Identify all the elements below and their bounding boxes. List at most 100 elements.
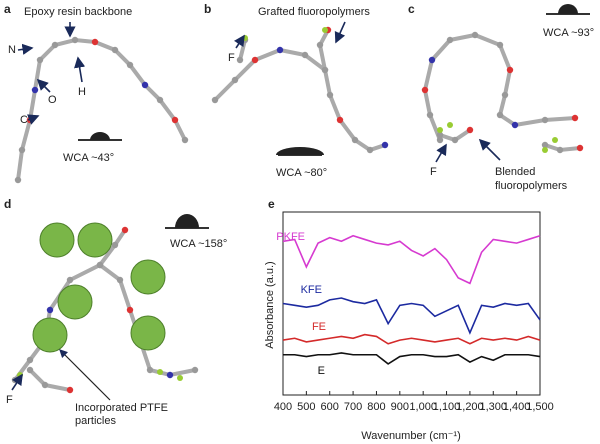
bond (317, 29, 330, 71)
atom (111, 46, 119, 54)
x-axis-label: Wavenumber (cm⁻¹) (361, 430, 461, 442)
atom-label: N (8, 44, 16, 56)
atom (121, 226, 129, 234)
atom (96, 261, 104, 269)
ptfe-particle (57, 284, 93, 320)
arrow (234, 34, 245, 49)
x-tick-label: 900 (391, 401, 409, 413)
atom (171, 116, 179, 124)
molecular-models (11, 4, 590, 394)
atom (451, 136, 459, 144)
atom (496, 111, 504, 119)
atom (321, 66, 329, 74)
atom (141, 81, 149, 89)
x-tick-label: 600 (321, 401, 339, 413)
series-label: FE (312, 321, 326, 333)
x-tick-label: 1,000 (409, 401, 437, 413)
droplet (90, 132, 110, 140)
atom-label: F (228, 52, 235, 64)
atom (51, 41, 59, 49)
atom (316, 41, 324, 49)
atom (428, 56, 436, 64)
fluorine (447, 122, 453, 128)
x-tick-label: 1,200 (456, 401, 484, 413)
x-tick-label: 800 (367, 401, 385, 413)
arrow (27, 114, 40, 125)
panel-letter: a (4, 2, 11, 16)
atom (71, 36, 79, 44)
atom-label: F (6, 394, 13, 406)
fluorine (552, 137, 558, 143)
atom (336, 116, 344, 124)
droplet (175, 214, 199, 228)
ptfe-particle (32, 317, 68, 353)
x-tick-label: 500 (297, 401, 315, 413)
atom-label: H (78, 86, 86, 98)
atom (66, 386, 74, 394)
atom (91, 38, 99, 46)
spectrum-line (282, 333, 541, 345)
atom (421, 86, 429, 94)
x-tick-label: 1,500 (526, 401, 554, 413)
panel-letter: d (4, 197, 11, 211)
ptfe-particle (39, 222, 75, 258)
fluorine (542, 147, 548, 153)
atom (181, 136, 189, 144)
atom (211, 96, 219, 104)
droplet (276, 147, 324, 155)
caption: particles (75, 415, 116, 427)
arrow (36, 78, 51, 93)
caption: Grafted fluoropolymers (258, 6, 370, 18)
fluorine (177, 375, 183, 381)
panel-letter: c (408, 2, 415, 16)
atom (366, 146, 374, 154)
wca-label: WCA ~158° (170, 238, 227, 250)
caption: Incorporated PTFE (75, 402, 168, 414)
atom (166, 371, 174, 379)
atom (111, 241, 119, 249)
fluorine (157, 369, 163, 375)
atom (511, 121, 519, 129)
atom (351, 136, 359, 144)
atom (251, 56, 259, 64)
atom (18, 146, 26, 154)
caption: fluoropolymers (495, 180, 568, 192)
arrow (334, 21, 346, 44)
atom (541, 116, 549, 124)
fluorine (322, 27, 328, 33)
atom (326, 91, 334, 99)
arrow (59, 349, 111, 401)
atom-label: F (430, 166, 437, 178)
series-label: PKFE (276, 231, 305, 243)
x-tick-label: 700 (344, 401, 362, 413)
atom (126, 306, 134, 314)
y-axis-label: Absorbance (a.u.) (264, 261, 276, 348)
wca-label: WCA ~43° (63, 152, 114, 164)
atom (66, 276, 74, 284)
arrow (478, 138, 501, 161)
atom (191, 366, 199, 374)
wca-label: WCA ~93° (543, 27, 594, 39)
atom (466, 126, 474, 134)
atom (541, 141, 549, 149)
wca-label: WCA ~80° (276, 167, 327, 179)
panel-letter: e (268, 197, 275, 211)
ptfe-particle (77, 222, 113, 258)
bond (213, 47, 386, 153)
spectrum-line (283, 352, 541, 365)
ptfe-particle (130, 259, 166, 295)
atom (31, 86, 39, 94)
atom (446, 36, 454, 44)
atom (576, 144, 584, 152)
atom (26, 356, 34, 364)
bond (28, 368, 71, 392)
atom (381, 141, 389, 149)
atom (46, 306, 54, 314)
arrow (11, 373, 23, 391)
arrow (435, 143, 447, 163)
atom (436, 131, 444, 139)
droplet (558, 4, 578, 14)
panel-letter: b (204, 2, 211, 16)
atom-label: C (20, 114, 28, 126)
series-label: KFE (301, 284, 322, 296)
